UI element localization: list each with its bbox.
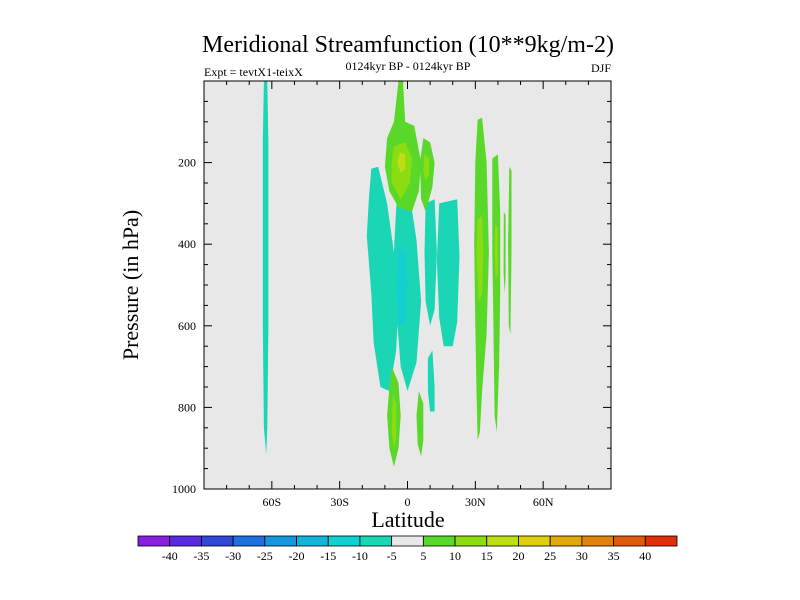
colorbar-box [264,535,297,547]
chart-title: Meridional Streamfunction (10**9kg/m-2) [202,32,614,58]
colorbar-box [359,535,393,547]
region-pos-38n-column [492,154,501,432]
colorbar-label: 40 [639,549,651,563]
chart-subtitle: 0124kyr BP - 0124kyr BP [346,59,471,73]
colorbar-label: 35 [608,549,620,563]
x-axis-label: Latitude [371,507,444,532]
x-tick-label: 60N [533,495,554,509]
colorbar-label: 5 [420,549,426,563]
colorbar-box [296,535,329,547]
y-tick-label: 200 [178,156,196,170]
colorbar-label: 30 [576,549,588,563]
experiment-label: Expt = tevtX1-teixX [204,65,303,79]
region-neg-8n-column [424,199,437,326]
y-tick-label: 400 [178,237,196,251]
colorbar-label: -30 [225,549,241,563]
x-tick-label: 30N [465,495,486,509]
colorbar-box [232,535,266,547]
colorbar-box [201,535,234,547]
y-tick-label: 600 [178,319,196,333]
colorbar-box [137,535,171,547]
colorbar-box [454,535,488,547]
y-tick-label: 1000 [172,482,196,496]
colorbar-label: -25 [257,549,273,563]
region-pos-lower-center [416,391,424,457]
region-neg-12n-lower [427,350,435,412]
colorbar-label: 15 [481,549,493,563]
colorbar-label: -20 [289,549,305,563]
colorbar-label: -15 [320,549,336,563]
colorbar-box [644,535,678,547]
colorbar-label: 25 [544,549,556,563]
x-tick-label: 60S [262,495,281,509]
colorbar-box [613,535,646,547]
colorbar-box [581,535,614,547]
colorbar-box [327,535,361,547]
region-pos-44n-thin [508,166,512,334]
colorbar-label: 20 [512,549,524,563]
colorbar-box [518,535,551,547]
region-neg-equator-center-core [396,248,408,326]
colorbar-label: -40 [162,549,178,563]
y-tick-label: 800 [178,400,196,414]
region-neg-60s-column [262,81,269,455]
colorbar-box [169,535,202,547]
colorbar-label: -10 [352,549,368,563]
colorbar-box [486,535,519,547]
region-neg-equator-left [366,166,399,392]
region-pos-upper-8n-core [423,154,429,181]
colorbar-label: 10 [449,549,461,563]
colorbar-label: -5 [387,549,397,563]
colorbar: -40 -35 -30 -25 -20 -15 -10 -5 5 10 15 20 25 30 35 40 [137,535,678,563]
plot-area: 60S 30S 0 30N 60N 200 400 600 800 1000 [172,80,612,509]
region-pos-upper-equator-peak [397,152,406,173]
colorbar-box [391,535,424,547]
region-pos-38n-core [494,223,498,281]
colorbar-label: -35 [193,549,209,563]
colorbar-box [422,535,456,547]
region-pos-43n-thin [503,211,506,294]
x-tick-label: 30S [330,495,349,509]
region-pos-30n-core [476,215,484,302]
region-neg-13n-block [436,199,460,347]
y-axis-label: Pressure (in hPa) [118,210,143,360]
x-tick-label: 0 [405,495,411,509]
season-label: DJF [591,61,611,75]
colorbar-box [549,535,583,547]
region-pos-lower-left-core [391,395,397,449]
